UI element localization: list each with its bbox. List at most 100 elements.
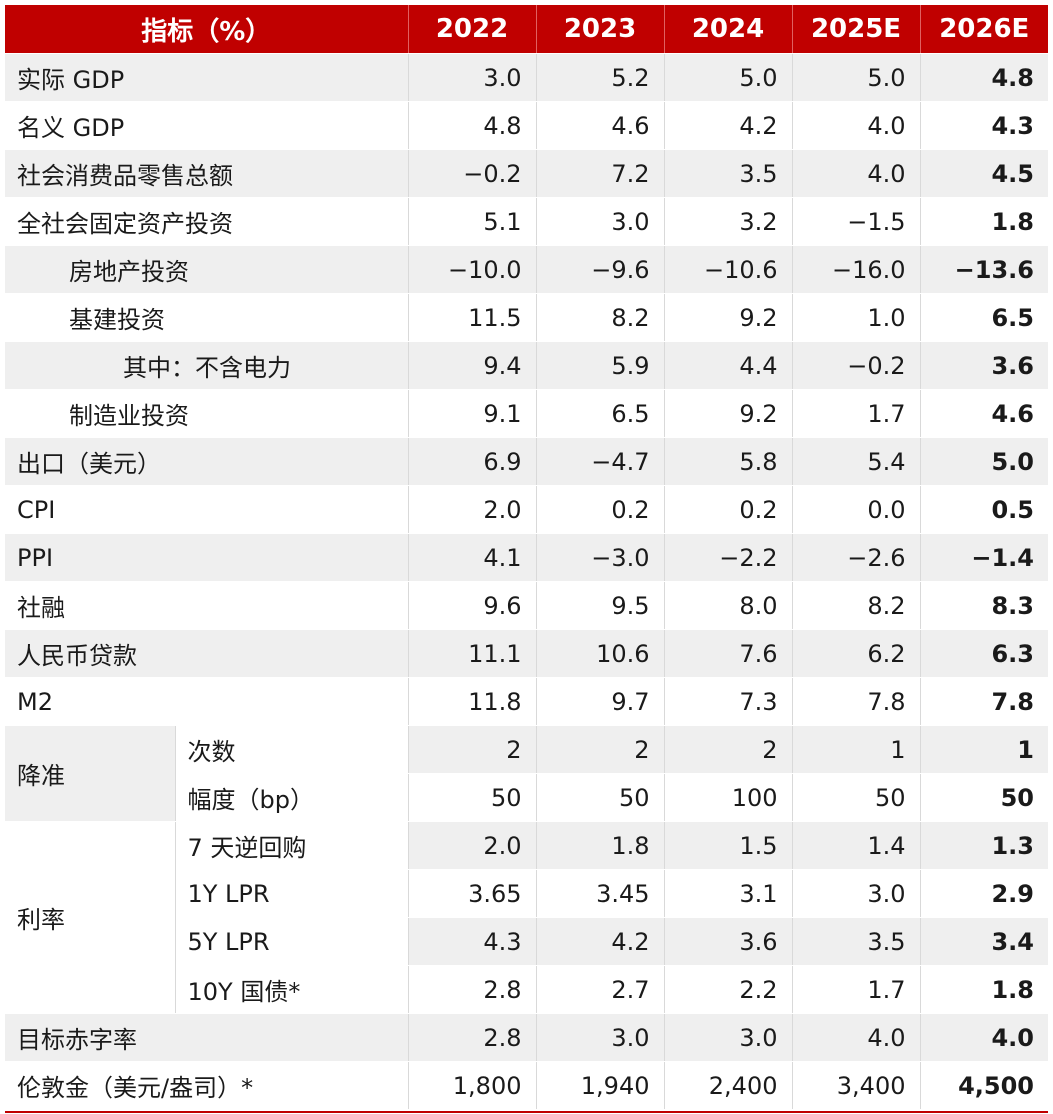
value-cell: 4.5 [920, 149, 1048, 198]
value-cell: 1.3 [920, 821, 1048, 870]
sub-row-label: 7 天逆回购 [175, 821, 409, 870]
value-cell: 3,400 [792, 1061, 921, 1110]
value-cell: 2.7 [536, 965, 665, 1014]
value-cell: 6.5 [920, 293, 1048, 342]
value-cell: 1.8 [920, 965, 1048, 1014]
table-row: 制造业投资 9.1 6.5 9.2 1.7 4.6 [5, 389, 1048, 438]
value-cell: 7.2 [536, 149, 665, 198]
header-year: 2023 [536, 5, 665, 54]
row-label-text: 人民币贷款 [17, 642, 137, 670]
sub-row-label: 10Y 国债* [175, 965, 409, 1014]
value-cell: 10.6 [536, 629, 665, 678]
value-cell: 5.0 [664, 53, 793, 102]
value-cell: 2 [536, 725, 665, 774]
value-cell: −1.4 [920, 533, 1048, 582]
value-cell: 3.45 [536, 869, 665, 918]
value-cell: 4.0 [792, 1013, 921, 1062]
value-cell: 4.2 [536, 917, 665, 966]
row-label: 名义 GDP [5, 101, 409, 150]
value-cell: −4.7 [536, 437, 665, 486]
row-label: 基建投资 [5, 293, 409, 342]
value-cell: 4,500 [920, 1061, 1048, 1110]
value-cell: 1.7 [792, 965, 921, 1014]
value-cell: 5.0 [920, 437, 1048, 486]
value-cell: 2.0 [408, 485, 537, 534]
value-cell: 1 [792, 725, 921, 774]
value-cell: 1.4 [792, 821, 921, 870]
value-cell: 5.0 [792, 53, 921, 102]
value-cell: 3.0 [536, 197, 665, 246]
row-label-text: 伦敦金（美元/盎司）* [17, 1074, 254, 1102]
group-label: 利率 [5, 821, 176, 1014]
value-cell: −2.6 [792, 533, 921, 582]
table-row: 全社会固定资产投资 5.1 3.0 3.2 −1.5 1.8 [5, 197, 1048, 246]
row-label-text: 社会消费品零售总额 [17, 162, 233, 190]
value-cell: 5.4 [792, 437, 921, 486]
bottom-rule [5, 1111, 1048, 1113]
value-cell: 4.0 [792, 101, 921, 150]
value-cell: 0.2 [664, 485, 793, 534]
value-cell: 1.7 [792, 389, 921, 438]
value-cell: 8.0 [664, 581, 793, 630]
value-cell: 1.8 [536, 821, 665, 870]
value-cell: 7.8 [792, 677, 921, 726]
value-cell: −0.2 [408, 149, 537, 198]
value-cell: 3.0 [408, 53, 537, 102]
value-cell: 9.1 [408, 389, 537, 438]
value-cell: 3.4 [920, 917, 1048, 966]
value-cell: 1.5 [664, 821, 793, 870]
value-cell: 2 [664, 725, 793, 774]
value-cell: 11.8 [408, 677, 537, 726]
table-row: 伦敦金（美元/盎司）* 1,800 1,940 2,400 3,400 4,500 [5, 1061, 1048, 1110]
row-label-text: 名义 GDP [17, 114, 125, 142]
value-cell: 7.6 [664, 629, 793, 678]
value-cell: 4.8 [408, 101, 537, 150]
value-cell: 1,940 [536, 1061, 665, 1110]
value-cell: 4.6 [920, 389, 1048, 438]
value-cell: 8.2 [792, 581, 921, 630]
row-label-text: M2 [17, 687, 53, 716]
value-cell: 9.4 [408, 341, 537, 390]
value-cell: 4.3 [920, 101, 1048, 150]
row-label-text: PPI [17, 543, 54, 572]
row-label-text: 其中：不含电力 [123, 354, 291, 382]
group-label: 降准 [5, 725, 176, 822]
sub-row-label: 5Y LPR [175, 917, 409, 966]
value-cell: 3.0 [792, 869, 921, 918]
table-row: 房地产投资 −10.0 −9.6 −10.6 −16.0 −13.6 [5, 245, 1048, 294]
table-row: CPI 2.0 0.2 0.2 0.0 0.5 [5, 485, 1048, 534]
row-label-text: 实际 GDP [17, 66, 125, 94]
value-cell: 9.2 [664, 293, 793, 342]
value-cell: 5.9 [536, 341, 665, 390]
row-label-text: 基建投资 [69, 306, 165, 334]
row-label-text: 房地产投资 [69, 258, 189, 286]
value-cell: 4.0 [920, 1013, 1048, 1062]
value-cell: 4.0 [792, 149, 921, 198]
value-cell: −2.2 [664, 533, 793, 582]
header-year: 2025E [792, 5, 921, 54]
value-cell: 3.6 [664, 917, 793, 966]
row-label: 制造业投资 [5, 389, 409, 438]
value-cell: 2.8 [408, 1013, 537, 1062]
value-cell: 3.6 [920, 341, 1048, 390]
value-cell: 11.5 [408, 293, 537, 342]
value-cell: 8.3 [920, 581, 1048, 630]
value-cell: 2.9 [920, 869, 1048, 918]
table-row: M2 11.8 9.7 7.3 7.8 7.8 [5, 677, 1048, 726]
table-row: 5Y LPR 4.3 4.2 3.6 3.5 3.4 [5, 917, 1048, 966]
value-cell: 9.7 [536, 677, 665, 726]
value-cell: 5.1 [408, 197, 537, 246]
value-cell: −10.0 [408, 245, 537, 294]
row-label: 全社会固定资产投资 [5, 197, 409, 246]
value-cell: 4.1 [408, 533, 537, 582]
value-cell: 3.0 [536, 1013, 665, 1062]
value-cell: 1,800 [408, 1061, 537, 1110]
row-label-text: 制造业投资 [69, 402, 189, 430]
value-cell: 3.5 [792, 917, 921, 966]
table-row: 名义 GDP 4.8 4.6 4.2 4.0 4.3 [5, 101, 1048, 150]
table-row: 实际 GDP 3.0 5.2 5.0 5.0 4.8 [5, 53, 1048, 102]
value-cell: 4.3 [408, 917, 537, 966]
table-row: 1Y LPR 3.65 3.45 3.1 3.0 2.9 [5, 869, 1048, 918]
table-row: 社会消费品零售总额 −0.2 7.2 3.5 4.0 4.5 [5, 149, 1048, 198]
value-cell: 6.2 [792, 629, 921, 678]
